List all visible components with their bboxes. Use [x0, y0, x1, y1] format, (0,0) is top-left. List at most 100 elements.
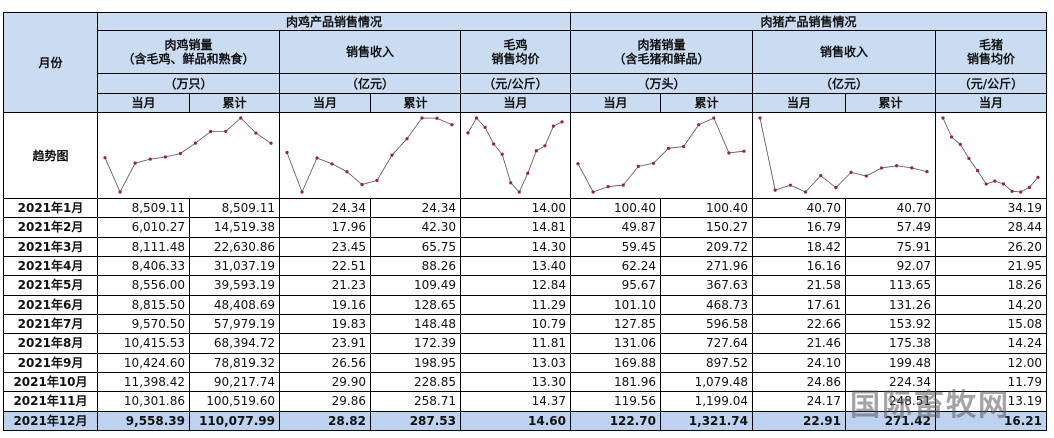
trend-point — [526, 171, 530, 175]
trend-line — [759, 117, 928, 193]
trend-line — [577, 117, 745, 193]
value-cell: 271.42 — [845, 410, 936, 431]
cell-text: 10,301.86 — [123, 394, 185, 409]
cell-text: 29.86 — [331, 394, 366, 409]
cell-text: 当月 — [503, 96, 528, 110]
cell-text: 31,037.19 — [213, 259, 275, 274]
cell-text: 毛猪 — [978, 38, 1003, 52]
cell-text: 11.29 — [531, 297, 566, 312]
trend-point — [773, 188, 777, 192]
cell-text: 12.00 — [1007, 355, 1042, 370]
group-title: 肉鸡产品销售情况 — [97, 12, 571, 31]
trend-point — [1010, 189, 1014, 193]
value-cell: 10,424.60 — [97, 352, 190, 373]
trend-point — [148, 157, 152, 161]
value-cell: 65.75 — [370, 236, 461, 257]
cell-text: 11,398.42 — [123, 375, 185, 390]
value-cell: 39,593.19 — [189, 275, 280, 296]
cell-text: 22.51 — [331, 259, 366, 274]
trend-line — [286, 117, 453, 194]
trend-point — [993, 179, 997, 183]
value-cell: 48,408.69 — [189, 294, 280, 315]
cell-text: 57.49 — [896, 220, 931, 235]
value-cell: 8,406.33 — [97, 256, 190, 277]
trend-point — [975, 169, 980, 173]
cell-text: 2021年9月 — [17, 355, 84, 370]
cell-text: 13.30 — [531, 375, 566, 390]
trend-point — [697, 123, 701, 127]
trend-point — [492, 142, 496, 146]
value-cell: 22.66 — [752, 314, 846, 335]
trend-point — [315, 156, 319, 160]
value-cell: 57,979.19 — [189, 314, 280, 335]
value-cell: 16.79 — [752, 217, 846, 238]
trend-point — [849, 170, 853, 174]
trend-point — [163, 155, 167, 159]
cell-text: 月份 — [38, 55, 63, 70]
cell-text: 175.38 — [889, 336, 931, 351]
cell-text: 153.92 — [889, 317, 931, 332]
cell-text: 40.70 — [896, 201, 931, 216]
value-cell: 8,509.11 — [189, 198, 280, 219]
value-cell: 24.10 — [752, 352, 846, 373]
value-cell: 6,010.27 — [97, 217, 190, 238]
value-cell: 16.21 — [935, 410, 1047, 431]
cell-text: 122.70 — [609, 413, 656, 428]
cell-text: 248.51 — [889, 394, 931, 409]
cell-text: 肉鸡产品销售情况 — [285, 14, 382, 29]
value-cell: 24.86 — [752, 372, 846, 393]
month-header: 月份 — [3, 12, 98, 113]
trend-line — [104, 117, 272, 193]
value-cell: 11.29 — [460, 294, 571, 315]
sub-header: 当月 — [97, 93, 190, 113]
value-cell: 23.45 — [279, 236, 371, 257]
sparkline — [103, 116, 273, 194]
cell-text: 2021年4月 — [17, 259, 84, 274]
cell-text: 2021年8月 — [17, 336, 84, 351]
value-cell: 100.40 — [570, 198, 661, 219]
trend-point — [1027, 185, 1031, 189]
value-cell: 26.56 — [279, 352, 371, 373]
cell-text: 销售均价 — [966, 52, 1015, 66]
value-cell: 88.26 — [370, 256, 461, 277]
cell-text: 12.84 — [531, 278, 566, 293]
value-cell: 10,301.86 — [97, 391, 190, 412]
value-cell: 897.52 — [660, 352, 753, 373]
trend-point — [517, 190, 521, 194]
value-cell: 198.95 — [370, 352, 461, 373]
trend-point — [224, 129, 228, 133]
value-cell: 181.96 — [570, 372, 661, 393]
value-cell: 113.65 — [845, 275, 936, 296]
trend-point — [543, 144, 547, 148]
column-header: 销售收入 — [752, 30, 936, 74]
cell-text: 21.95 — [1007, 259, 1042, 274]
trend-point — [300, 190, 304, 194]
cell-text: 14.81 — [531, 220, 566, 235]
cell-text: 90,217.74 — [213, 375, 275, 390]
month-cell: 2021年1月 — [3, 198, 98, 219]
trend-point — [1019, 190, 1023, 194]
cell-text: 2021年3月 — [17, 239, 84, 254]
trend-point — [509, 181, 513, 185]
value-cell: 131.06 — [570, 333, 661, 354]
cell-text: 34.19 — [1007, 201, 1042, 216]
cell-text: 当月 — [312, 96, 337, 110]
cell-text: 10,415.53 — [123, 336, 185, 351]
cell-text: 肉猪销量 — [637, 38, 686, 52]
month-cell: 2021年10月 — [3, 372, 98, 393]
trend-point — [330, 162, 334, 166]
unit: （万头） — [570, 73, 753, 94]
cell-text: 224.34 — [889, 375, 931, 390]
trend-point — [483, 125, 487, 129]
cell-text: （亿元） — [345, 76, 394, 91]
cell-text: 39,593.19 — [213, 278, 275, 293]
trend-point — [834, 186, 838, 190]
value-cell: 62.24 — [570, 256, 661, 277]
cell-text: 9,570.50 — [131, 317, 185, 332]
cell-text: 42.30 — [421, 220, 456, 235]
cell-text: 销售收入 — [345, 45, 394, 59]
cell-text: 209.72 — [706, 239, 748, 254]
value-cell: 11.81 — [460, 333, 571, 354]
value-cell: 14.20 — [935, 294, 1047, 315]
column-header: 毛鸡 销售均价 — [460, 30, 571, 74]
